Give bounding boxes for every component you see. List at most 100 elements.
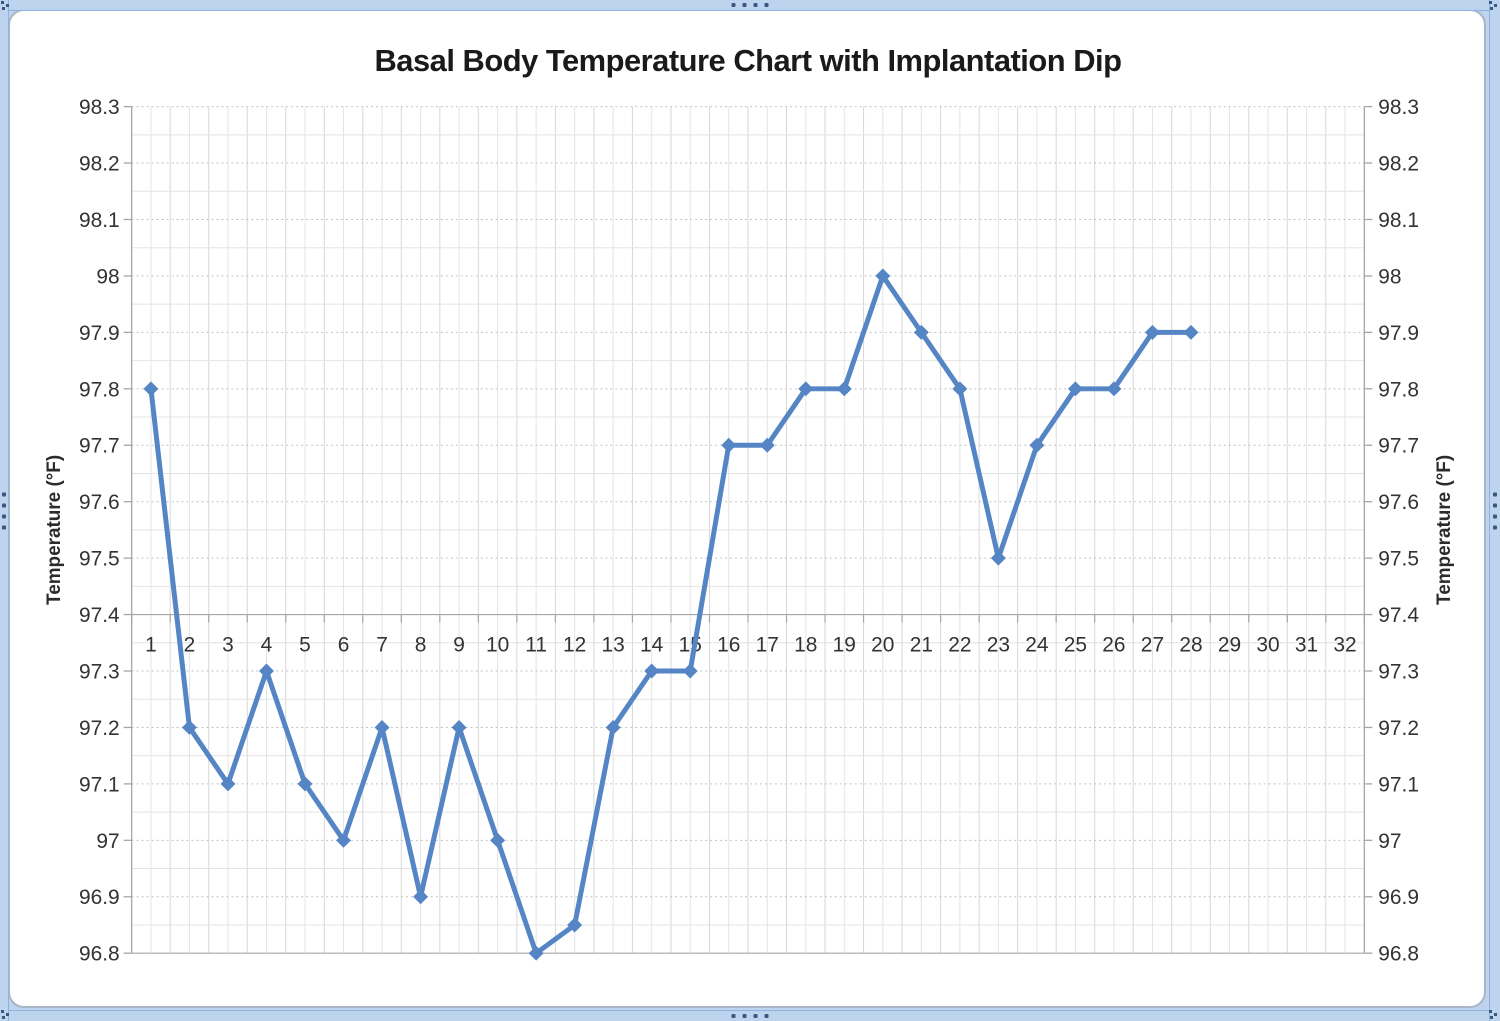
x-tick-label: 5 — [299, 633, 311, 656]
y-tick-label: 97.5 — [79, 548, 120, 571]
x-tick-label: 26 — [1102, 633, 1125, 656]
y-tick-label: 97.4 — [1378, 604, 1419, 627]
x-tick-label: 14 — [640, 633, 664, 656]
y-tick-label: 97.1 — [1378, 773, 1419, 796]
x-tick-label: 4 — [261, 633, 273, 656]
x-tick-label: 23 — [987, 633, 1010, 656]
x-tick-label: 16 — [717, 633, 740, 656]
x-tick-label: 22 — [948, 633, 971, 656]
x-tick-label: 9 — [453, 633, 465, 656]
y-tick-label: 97.5 — [1378, 548, 1419, 571]
data-point-marker — [1067, 381, 1083, 397]
x-tick-label: 18 — [794, 633, 817, 656]
data-point-marker — [413, 889, 429, 905]
data-point-marker — [567, 917, 583, 933]
chart-title: Basal Body Temperature Chart with Implan… — [375, 43, 1122, 78]
right-axis-title: Temperature (°F) — [1434, 455, 1455, 605]
data-point-marker — [1183, 324, 1199, 340]
x-tick-label: 12 — [563, 633, 586, 656]
data-point-marker — [259, 663, 274, 679]
x-tick-label: 6 — [338, 633, 350, 656]
x-tick-label: 27 — [1141, 633, 1164, 656]
x-tick-label: 25 — [1064, 633, 1087, 656]
y-tick-label: 97 — [96, 830, 119, 853]
data-point-marker — [990, 550, 1006, 566]
x-tick-label: 29 — [1218, 633, 1241, 656]
gridlines — [131, 106, 1365, 954]
axes — [123, 105, 1373, 954]
y-tick-label: 97.8 — [79, 378, 120, 401]
data-point-marker — [451, 719, 467, 735]
y-tick-label: 98.3 — [79, 96, 120, 119]
y-tick-label: 97.7 — [1378, 435, 1419, 458]
left-y-axis-tick-labels: 98.3 98.2 98.1 98 97.9 97.8 97.7 97.6 97.5 97.4 97… — [79, 96, 120, 966]
x-tick-label: 1 — [145, 633, 157, 656]
y-tick-label: 96.9 — [1378, 886, 1419, 909]
data-point-marker — [1029, 437, 1045, 453]
data-point-marker — [759, 437, 775, 453]
data-point-marker — [220, 776, 236, 792]
y-tick-label: 97.6 — [1378, 491, 1419, 514]
x-tick-label: 32 — [1333, 633, 1356, 656]
x-tick-label: 17 — [756, 633, 779, 656]
y-tick-label: 98 — [1378, 265, 1401, 288]
x-tick-label: 24 — [1025, 633, 1049, 656]
data-point-marker — [913, 324, 929, 340]
y-tick-label: 97.6 — [79, 491, 120, 514]
y-tick-label: 98.2 — [1378, 153, 1419, 176]
y-tick-label: 96.8 — [1378, 943, 1419, 966]
corner-resize-handle-icon[interactable] — [0, 1009, 12, 1021]
x-tick-label: 28 — [1179, 633, 1202, 656]
drag-handle-icon[interactable] — [731, 1014, 769, 1018]
bbt-line-chart: 1 2 3 4 5 6 7 8 9 10 11 12 13 14 15 16 17 18 19 20 21 22 23 24 2… — [44, 43, 1455, 966]
x-tick-label: 13 — [602, 633, 625, 656]
x-tick-label: 11 — [525, 633, 547, 656]
data-point-marker — [297, 776, 313, 792]
drag-handle-icon[interactable] — [2, 492, 6, 529]
y-tick-label: 96.9 — [79, 886, 120, 909]
data-point-marker — [605, 719, 621, 735]
corner-resize-handle-icon[interactable] — [1488, 0, 1500, 12]
x-tick-label: 20 — [871, 633, 894, 656]
data-point-marker — [1144, 324, 1160, 340]
y-tick-label: 98.2 — [79, 153, 120, 176]
y-tick-label: 97.3 — [1378, 660, 1419, 683]
data-point-marker — [798, 381, 814, 397]
data-point-marker — [181, 719, 197, 735]
left-axis-title: Temperature (°F) — [44, 455, 65, 605]
data-point-marker — [374, 719, 390, 735]
selection-border-left[interactable] — [0, 0, 9, 1021]
y-tick-label: 97.1 — [79, 773, 120, 796]
y-tick-label: 97.8 — [1378, 378, 1419, 401]
x-tick-label: 10 — [486, 633, 509, 656]
corner-resize-handle-icon[interactable] — [1488, 1009, 1500, 1021]
y-tick-label: 98.3 — [1378, 96, 1419, 119]
data-point-marker — [1106, 381, 1122, 397]
x-tick-label: 3 — [222, 633, 234, 656]
data-point-marker — [952, 381, 968, 397]
x-tick-label: 2 — [184, 633, 196, 656]
data-point-marker — [528, 945, 544, 961]
selection-border-top[interactable] — [0, 0, 1500, 11]
y-tick-label: 97.9 — [1378, 322, 1419, 345]
y-tick-label: 97 — [1378, 830, 1401, 853]
x-tick-label: 7 — [376, 633, 388, 656]
drag-handle-icon[interactable] — [1493, 492, 1497, 529]
selection-border-bottom[interactable] — [0, 1010, 1500, 1021]
x-tick-label: 30 — [1256, 633, 1279, 656]
data-point-marker — [143, 381, 159, 397]
x-axis-tick-labels: 1 2 3 4 5 6 7 8 9 10 11 12 13 14 15 16 17 18 19 20 21 22 23 24 2… — [145, 633, 1357, 656]
selection-border-right[interactable] — [1489, 0, 1500, 1021]
chart-object-frame[interactable]: 1 2 3 4 5 6 7 8 9 10 11 12 13 14 15 16 17 18 19 20 21 22 23 24 2… — [8, 9, 1486, 1008]
x-tick-label: 31 — [1295, 633, 1318, 656]
data-point-marker — [490, 832, 506, 848]
y-tick-label: 97.9 — [79, 322, 120, 345]
temperature-series — [143, 268, 1199, 961]
y-tick-label: 98.1 — [79, 209, 120, 232]
corner-resize-handle-icon[interactable] — [0, 0, 12, 12]
x-tick-label: 21 — [910, 633, 933, 656]
y-tick-label: 97.4 — [79, 604, 120, 627]
y-tick-label: 98.1 — [1378, 209, 1419, 232]
drag-handle-icon[interactable] — [731, 3, 769, 7]
